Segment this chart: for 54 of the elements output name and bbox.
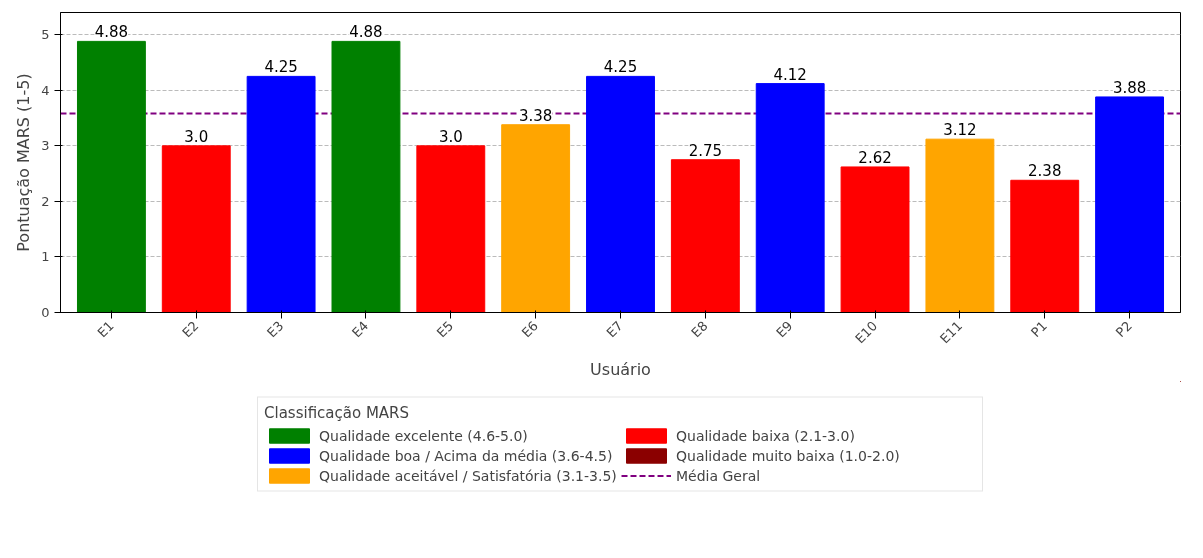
legend-title: Classificação MARS [264,403,411,421]
data-label: 3.12 [943,121,977,140]
x-tick-label: E10 [852,318,881,347]
data-label: 3.88 [1112,78,1147,97]
y-tick-label: 4 [41,82,50,98]
legend-label: Média Geral [676,466,762,484]
data-label: 4.25 [264,58,298,77]
y-tick-label: 3 [41,138,50,154]
bar [755,83,825,313]
bar [670,159,740,313]
bar [246,75,316,313]
x-tick-label: E9 [773,318,796,341]
data-label: 2.75 [688,141,723,160]
bar [586,75,655,313]
x-tick-label: E5 [433,318,457,341]
bar [76,40,146,313]
bar [925,138,995,313]
bar [416,145,486,313]
x-axis-title: Usuário [590,359,651,379]
legend-label: Qualidade excelente (4.6-5.0) [319,426,529,444]
legend-label: Qualidade boa / Acima da média (3.6-4.5) [319,446,614,464]
x-tick-label: E4 [348,318,372,341]
x-tick-label: E7 [603,318,626,341]
x-tick-label: P1 [1028,318,1051,341]
x-tick-label: E1 [94,318,117,341]
y-tick-label: 2 [41,193,50,209]
legend-label: Qualidade muito baixa (1.0-2.0) [676,446,901,464]
data-label: 3.38 [518,106,553,125]
bar [1010,179,1080,313]
data-label: 4.25 [603,58,638,77]
bar [1095,96,1165,313]
legend-label: Qualidade baixa (2.1-3.0) [676,426,856,444]
y-tick-label: 1 [41,249,50,265]
data-label: 2.62 [858,148,892,167]
data-label: 4.88 [349,23,383,42]
data-label: 4.88 [94,23,129,42]
y-axis-title: Pontuação MARS (1-5) [14,73,34,252]
x-tick-label: E8 [688,318,711,341]
x-tick-label: E2 [179,318,202,341]
x-tick-label: E11 [937,318,966,347]
bar [161,145,231,313]
data-label: 2.38 [1028,162,1062,181]
data-label: 4.12 [773,65,807,84]
data-label: 3.0 [184,127,209,146]
bar [331,40,401,313]
bar [840,166,910,313]
data-label: 3.0 [438,127,463,146]
x-tick-label: E6 [518,318,541,341]
y-tick-label: 0 [41,305,50,320]
legend-label: Qualidade aceitável / Satisfatória (3.1-3.5) [319,466,618,484]
y-tick-label: 5 [41,27,50,43]
x-tick-label: P2 [1112,318,1135,341]
x-tick-label: E3 [264,318,287,341]
bar [501,124,571,313]
